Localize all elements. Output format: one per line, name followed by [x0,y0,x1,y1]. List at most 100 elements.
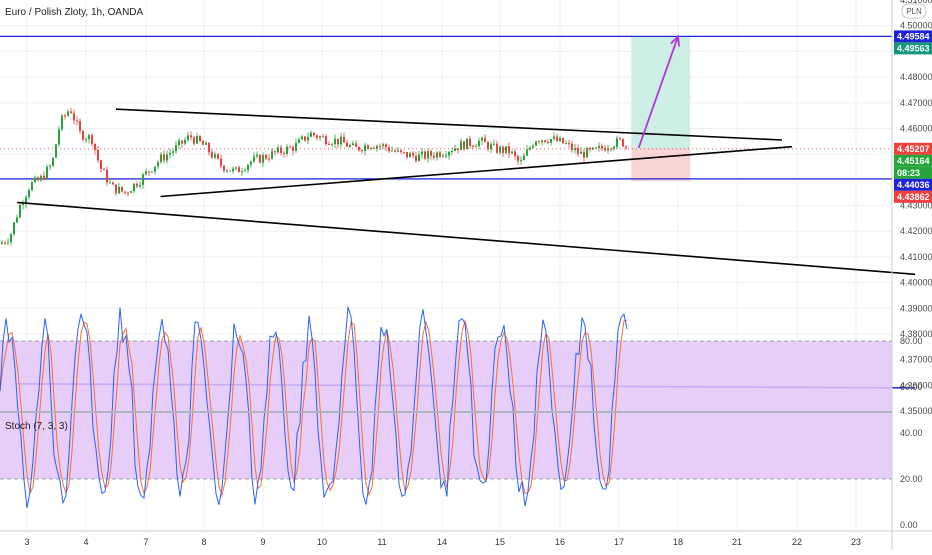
candle [259,153,261,164]
candle-body [1,242,3,245]
y-tick-label: 4.39000 [900,303,932,313]
candle-body [589,147,591,150]
candle-body [67,111,69,116]
candle [271,148,273,161]
candle-body [577,148,579,154]
y-tick-label: 4.36000 [900,380,932,390]
candle [589,146,591,153]
candle [19,202,21,219]
candle [193,135,195,146]
price-tag-box [894,30,932,43]
candle [250,160,252,168]
candle-body [427,151,429,159]
candle [466,138,468,150]
candle-body [28,190,30,198]
candle-body [583,151,585,158]
candle-body [259,154,261,163]
candle-body [433,155,435,158]
candle [319,135,321,141]
candle-body [148,171,150,173]
candle-body [574,148,576,151]
candle-body [202,141,204,145]
candle [439,150,441,159]
candle [139,181,141,189]
candle-body [289,146,291,148]
trend-line [115,108,783,141]
candle [619,136,621,141]
candle [178,137,180,150]
candle-body [247,164,249,171]
candle [520,156,522,165]
candle [49,164,51,171]
stoch-tick-label: 0.00 [900,520,918,530]
candle-body [97,149,99,161]
x-tick-label: 16 [555,537,565,547]
candle-body [565,143,567,145]
candle-body [412,153,414,156]
candle [532,144,534,149]
candle-body [10,234,12,243]
candle-body [436,152,438,158]
candle-body [469,138,471,146]
candle-body [619,138,621,140]
candle-body [205,142,207,145]
candle [358,146,360,152]
candle [304,136,306,143]
price-tag: 4.45164 [894,154,932,167]
candle-body [448,151,450,156]
candle-body [88,134,90,140]
candle-body [403,151,405,153]
candle-body [337,138,339,145]
price-tag-label: 4.45164 [897,156,930,166]
candle-body [493,143,495,145]
candle [106,166,108,186]
candle-body [154,166,156,172]
candle [13,222,15,237]
candle-body [445,155,447,157]
candle-body [499,146,501,153]
candle [187,131,189,143]
candle [370,147,372,151]
candle-body [394,150,396,152]
y-tick-label: 4.48000 [900,72,932,82]
candle [391,146,393,152]
candle [163,150,165,164]
price-tag-box [894,166,932,179]
candle [10,232,12,246]
candle-body [463,141,465,150]
price-tag-box [894,142,932,155]
candle-body [301,136,303,140]
candle-body [13,222,15,235]
candle-body [397,150,399,152]
candle [400,149,402,155]
candle-body [40,175,42,181]
candle [505,146,507,155]
candle-body [523,155,525,161]
candle [574,143,576,154]
candle [169,148,171,159]
candle-body [409,153,411,158]
candle [268,154,270,162]
candle [211,148,213,159]
candle-body [298,139,300,143]
candle [385,143,387,151]
candle [265,153,267,161]
candle-body [250,161,252,165]
price-tag-box [894,42,932,55]
x-tick-label: 21 [732,537,742,547]
candle [52,157,54,167]
candle [292,145,294,156]
candle-body [517,155,519,162]
projection-arrow-line [637,36,679,149]
candle [511,150,513,155]
candle-body [334,138,336,145]
candle-body [256,154,258,157]
candle [625,145,627,151]
candle-body [223,165,225,171]
candle-body [601,145,603,149]
price-tag: 4.49563 [894,42,932,55]
x-tick-label: 8 [201,537,206,547]
x-tick-label: 3 [24,537,29,547]
candle [55,143,57,158]
